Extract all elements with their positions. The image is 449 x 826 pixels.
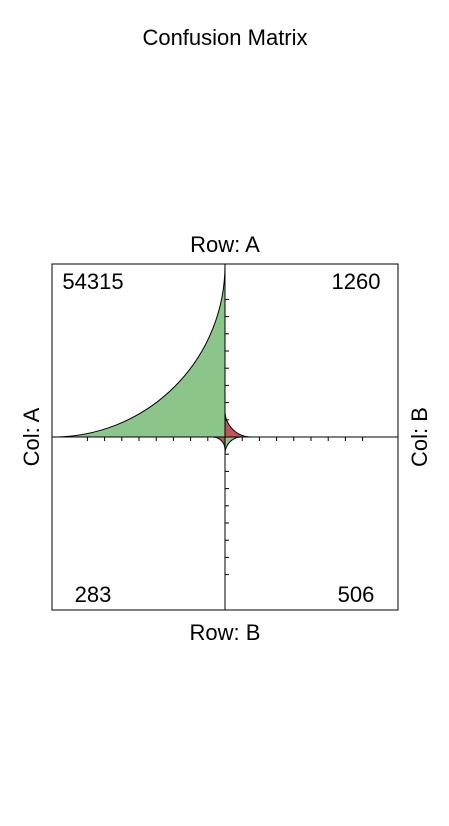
count-bottom-left: 283 bbox=[75, 582, 112, 607]
count-top-left: 54315 bbox=[62, 269, 123, 294]
axis-ticks bbox=[86, 298, 364, 576]
sector-top-right bbox=[224, 410, 252, 438]
chart-title: Confusion Matrix bbox=[142, 25, 307, 50]
sector-bottom-right bbox=[224, 436, 242, 454]
sector-top-left bbox=[52, 264, 226, 438]
sector-bottom-left bbox=[212, 436, 226, 450]
col-label-right: Col: B bbox=[407, 407, 432, 467]
row-label-top: Row: A bbox=[190, 232, 260, 257]
col-label-left: Col: A bbox=[19, 407, 44, 466]
row-label-bottom: Row: B bbox=[190, 620, 261, 645]
count-bottom-right: 506 bbox=[338, 582, 375, 607]
count-top-right: 1260 bbox=[332, 269, 381, 294]
